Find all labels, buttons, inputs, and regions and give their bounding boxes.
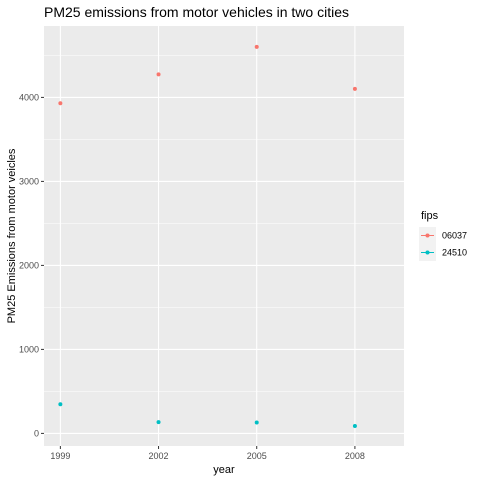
y-tick-label: 2000	[19, 260, 39, 270]
legend-item: 24510	[419, 244, 467, 261]
x-axis-ticks: 1999 2002 2005 2008	[50, 446, 365, 461]
x-tick-label: 2002	[149, 451, 169, 461]
data-point	[156, 420, 161, 425]
legend-key-point	[425, 250, 430, 255]
x-axis-title: year	[213, 464, 235, 476]
data-point	[254, 44, 259, 49]
legend-label: 06037	[442, 231, 467, 241]
y-tick-label: 1000	[19, 344, 39, 354]
y-tick-label: 0	[34, 428, 39, 438]
y-axis-title: PM25 Emissions from motor veicles	[6, 148, 18, 323]
minor-gridlines	[44, 55, 404, 392]
legend-label: 24510	[442, 248, 467, 258]
plot-panel	[44, 26, 404, 446]
x-tick-label: 1999	[50, 451, 70, 461]
major-gridlines	[44, 26, 404, 446]
legend: fips 06037 24510	[419, 210, 467, 261]
legend-key-point	[425, 233, 430, 238]
data-point	[58, 402, 63, 407]
y-axis-ticks: 0 1000 2000 3000 4000	[19, 92, 44, 438]
data-point	[58, 101, 63, 106]
legend-item: 06037	[419, 227, 467, 244]
data-point	[156, 72, 161, 77]
y-tick-label: 3000	[19, 176, 39, 186]
data-point	[352, 424, 357, 429]
data-point	[254, 420, 259, 425]
legend-title: fips	[421, 210, 439, 222]
x-tick-label: 2008	[345, 451, 365, 461]
y-tick-label: 4000	[19, 92, 39, 102]
data-point	[352, 86, 357, 91]
legend-keys: 06037 24510	[419, 227, 467, 261]
data-points	[58, 44, 357, 429]
chart-title: PM25 emissions from motor vehicles in tw…	[44, 4, 349, 20]
x-tick-label: 2005	[247, 451, 267, 461]
